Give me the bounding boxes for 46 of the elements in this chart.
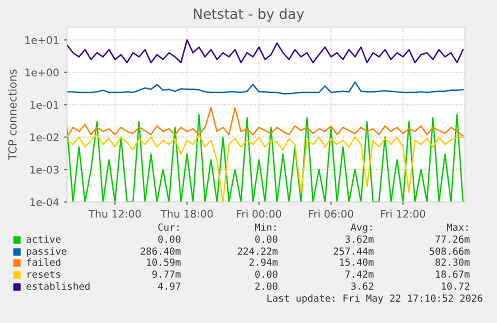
text: 9.77m	[152, 270, 181, 278]
legend-label: resets	[28, 270, 60, 278]
text: Cur:	[158, 223, 179, 231]
y-tick-label: 1e-03	[30, 166, 59, 174]
text: 257.44m	[334, 247, 374, 255]
y-tick-label: 1e+00	[25, 68, 59, 76]
text: Last update: Fri May 22 17:10:52 2026	[267, 294, 482, 304]
text: 0.00	[255, 270, 278, 278]
text: 2.00	[255, 282, 278, 290]
text: 77.26m	[436, 235, 470, 243]
line-series	[67, 81, 464, 94]
text: 82.30m	[436, 258, 470, 266]
text: Avg:	[350, 224, 372, 233]
text: 2.94m	[249, 258, 278, 266]
text: 0.00	[158, 235, 180, 243]
text: 508.66m	[430, 247, 470, 255]
text: 10.59m	[147, 258, 181, 266]
text: 3.62	[351, 282, 374, 290]
y-axis-title: TCP connections	[8, 69, 17, 160]
legend-label: passive	[26, 247, 66, 257]
line-series	[67, 39, 464, 64]
text: 10.72	[442, 282, 470, 290]
line-series	[67, 107, 464, 138]
text: 15.40m	[340, 258, 374, 266]
text: 7.42m	[345, 270, 374, 278]
text: 286.40m	[140, 247, 181, 255]
x-tick-label: Thu 12:00	[88, 210, 141, 218]
text: 224.22m	[238, 247, 278, 255]
text: 4.97	[158, 282, 180, 290]
y-tick-label: 1e-04	[30, 198, 59, 206]
x-tick-label: Thu 18:00	[160, 210, 213, 218]
text: Max:	[446, 224, 468, 231]
y-tick-label: 1e+01	[25, 36, 58, 44]
legend-label: established	[26, 282, 90, 290]
legend-label: failed	[26, 258, 60, 266]
text: 0.00	[255, 235, 278, 243]
chart-title: Netstat - by day	[194, 8, 304, 22]
x-tick-label: Fri 12:00	[381, 210, 426, 218]
text: 18.67m	[436, 270, 470, 278]
x-tick-label: Fri 06:00	[309, 210, 354, 218]
y-tick-label: 1e-01	[30, 100, 58, 109]
text: 3.62m	[345, 235, 374, 243]
y-tick-label: 1e-02	[30, 133, 58, 142]
text: Min:	[254, 223, 276, 231]
x-tick-label: Fri 00:00	[237, 210, 282, 218]
legend-label: active	[26, 235, 61, 243]
